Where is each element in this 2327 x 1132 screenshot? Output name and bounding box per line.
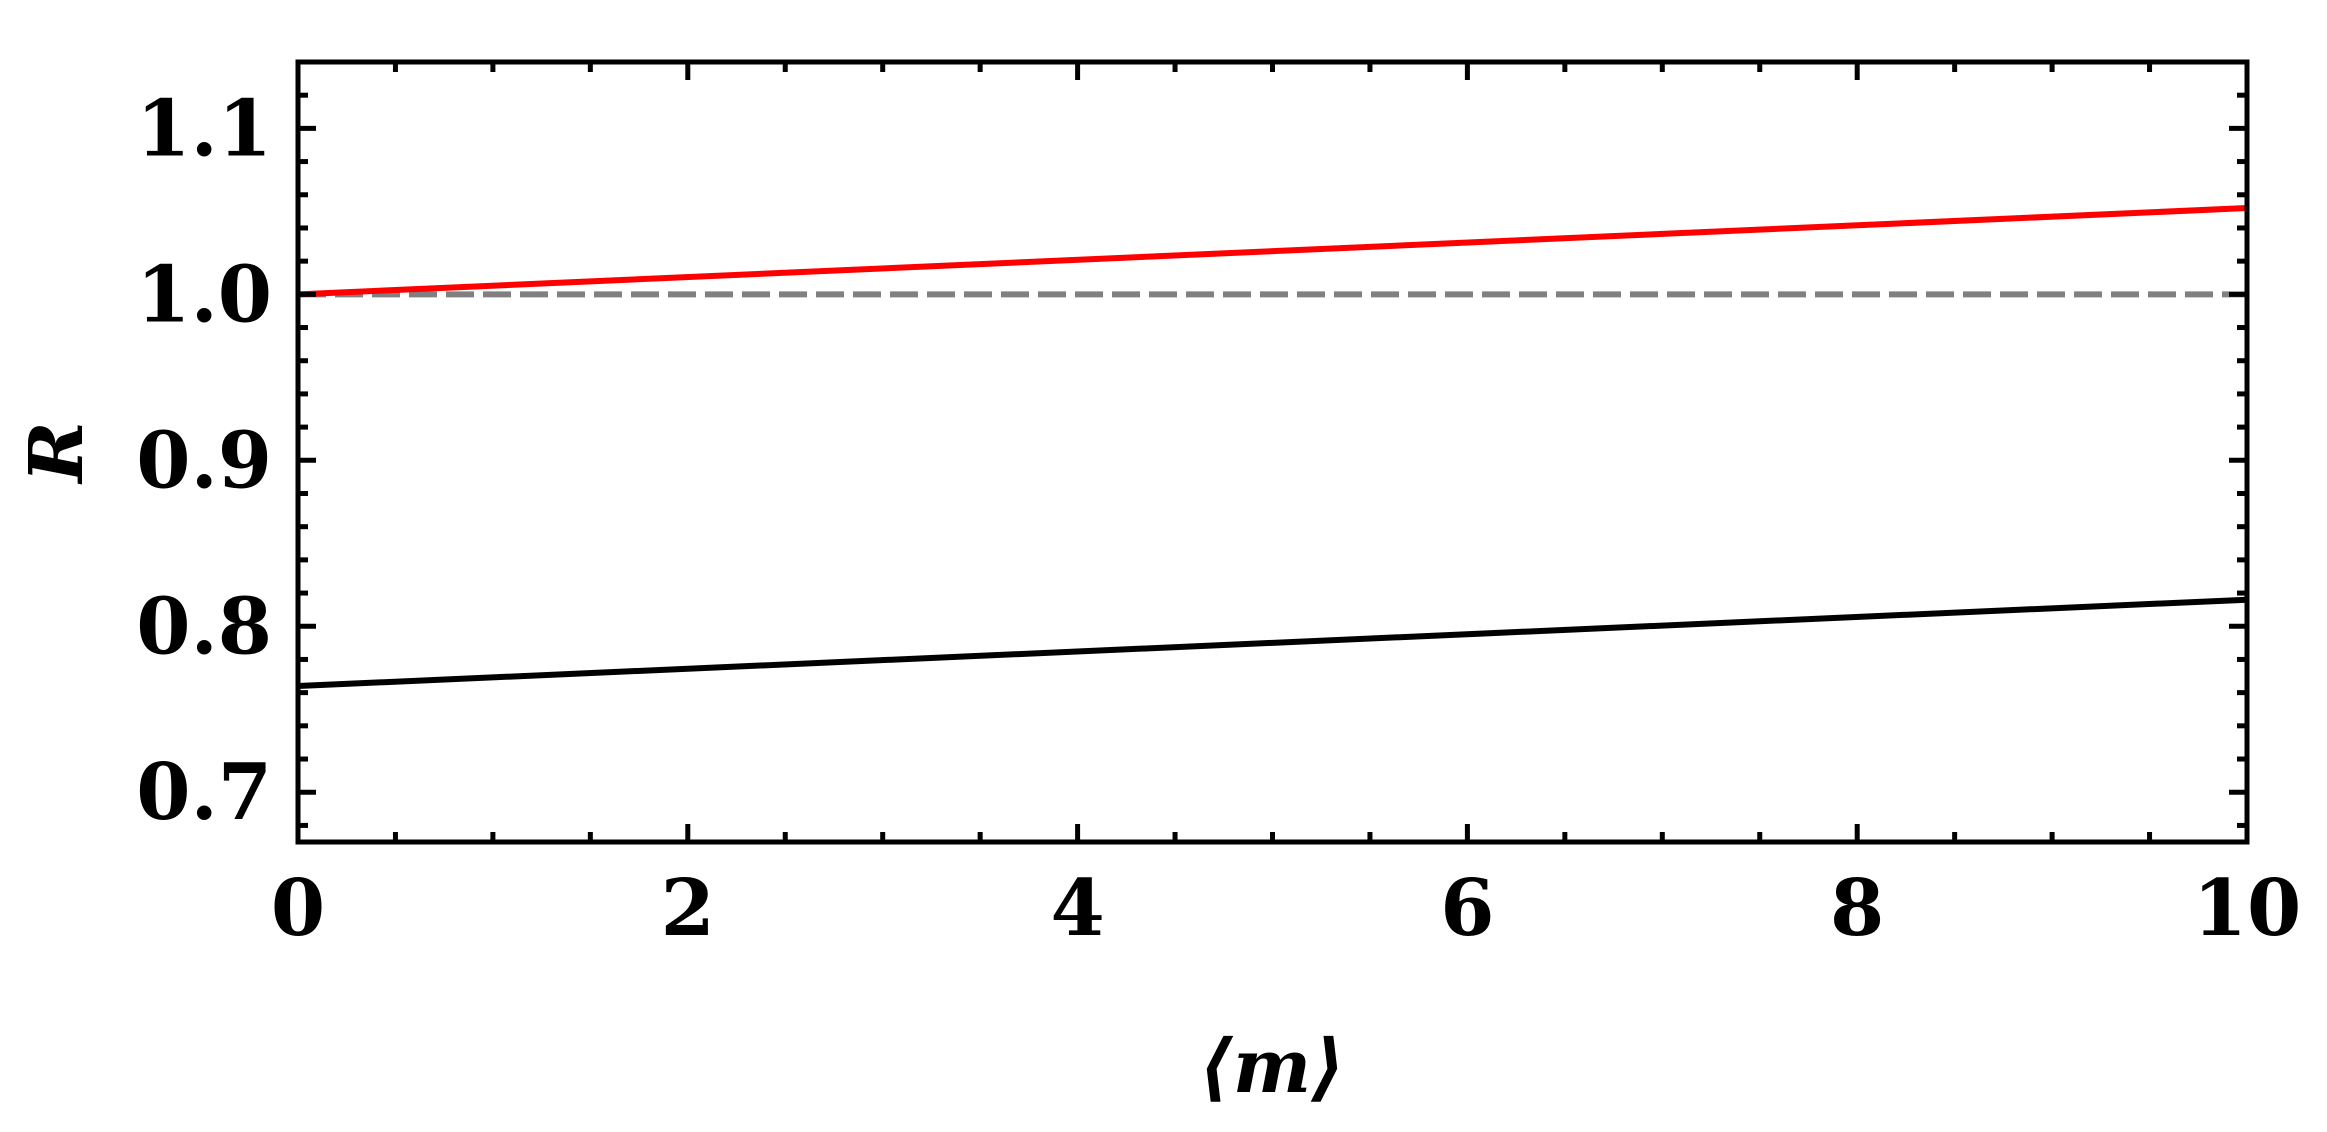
x-tick-label: 4 (1050, 863, 1104, 954)
x-tick-label: 0 (271, 863, 325, 954)
x-tick-labels: 0 2 4 6 8 10 (271, 863, 2301, 954)
x-tick-label: 8 (1830, 863, 1884, 954)
y-axis-label: R (14, 421, 100, 485)
series-red-curve (297, 205, 2248, 298)
y-tick-label: 1.1 (136, 83, 272, 174)
series-layer (297, 205, 2248, 689)
plot-frame (295, 59, 2250, 845)
y-tick-label: 0.7 (136, 747, 272, 838)
y-tick-label: 0.9 (136, 415, 272, 506)
y-tick-labels: 0.7 0.8 0.9 1.0 1.1 (136, 83, 272, 838)
tick-marks (295, 62, 2250, 842)
x-axis-label: ⟨m⟩ (1199, 1024, 1345, 1110)
x-tick-label: 2 (661, 863, 715, 954)
series-black-curve (297, 596, 2248, 689)
y-tick-label: 1.0 (136, 249, 272, 340)
x-tick-label: 10 (2193, 863, 2302, 954)
y-tick-label: 0.8 (136, 581, 272, 672)
frame-rect (295, 59, 2250, 845)
x-tick-label: 6 (1440, 863, 1494, 954)
